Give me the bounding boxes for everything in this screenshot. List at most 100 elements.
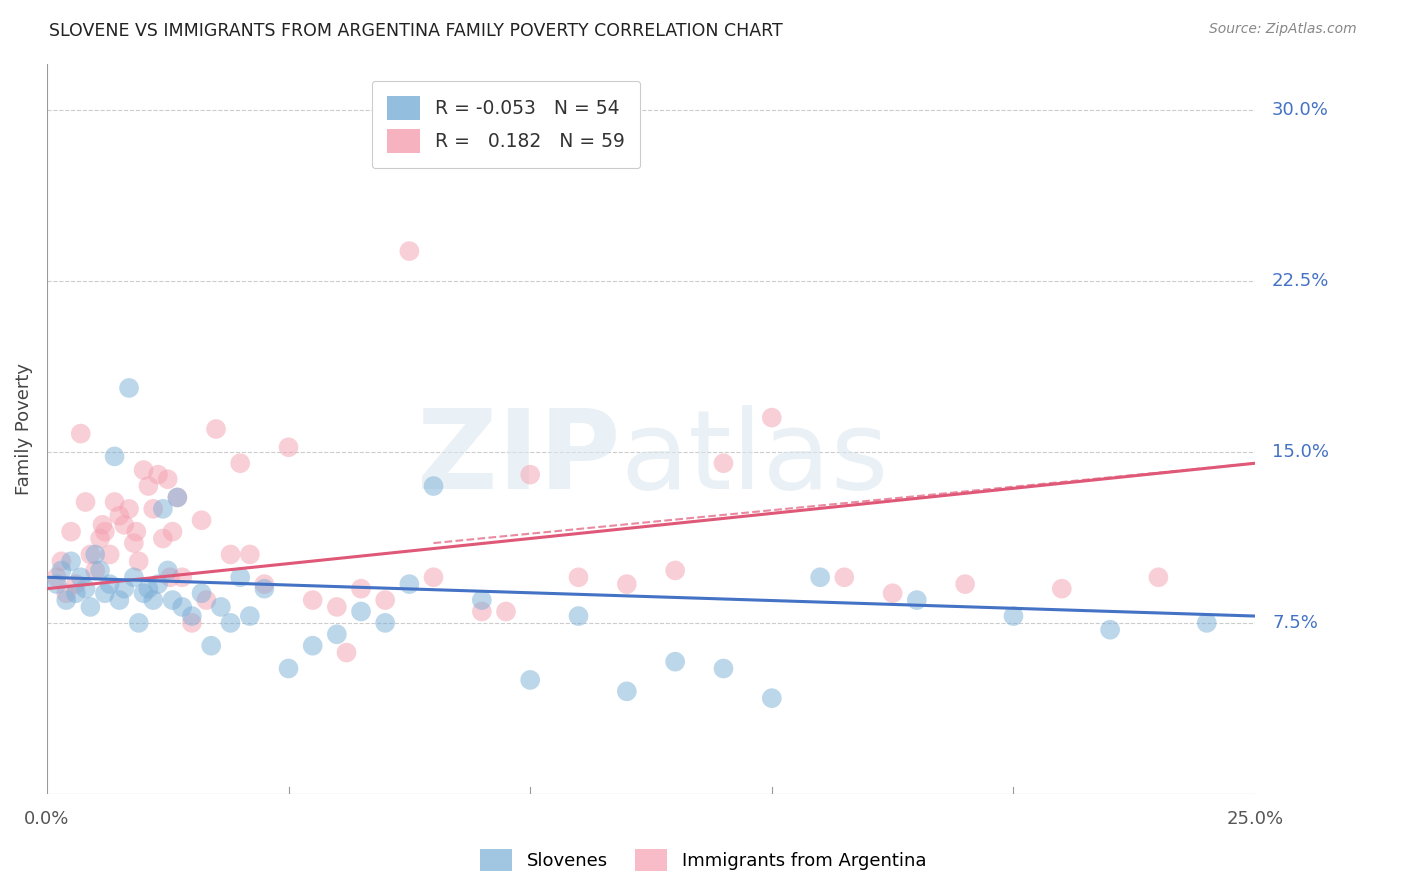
Point (398, 577, 420, 591)
Point (209, 599, 232, 614)
Point (51, 563, 73, 577)
Point (239, 609, 262, 624)
Point (60, 524, 83, 539)
Point (519, 673, 541, 687)
Point (761, 691, 783, 706)
Legend: R = -0.053   N = 54, R =   0.182   N = 59: R = -0.053 N = 54, R = 0.182 N = 59 (371, 81, 640, 169)
Point (142, 501, 165, 516)
Point (172, 570, 194, 584)
Point (253, 582, 276, 596)
Point (229, 456, 252, 470)
Point (142, 593, 165, 607)
Point (834, 570, 856, 584)
Text: 15.0%: 15.0% (1272, 442, 1329, 461)
Point (146, 467, 169, 482)
Point (159, 570, 181, 584)
Point (567, 570, 589, 584)
Point (65, 577, 87, 591)
Point (108, 508, 131, 523)
Point (75, 495, 97, 509)
Point (326, 627, 349, 641)
Point (65, 586, 87, 600)
Point (79, 548, 101, 562)
Point (122, 536, 145, 550)
Point (398, 244, 420, 259)
Point (713, 456, 735, 470)
Point (45, 570, 67, 584)
Point (98, 548, 121, 562)
Text: atlas: atlas (621, 405, 889, 512)
Point (200, 639, 222, 653)
Point (301, 593, 323, 607)
Point (1050, 582, 1073, 596)
Point (103, 450, 125, 464)
Point (374, 593, 396, 607)
Point (664, 563, 686, 577)
Point (190, 513, 212, 527)
Point (89, 563, 111, 577)
Text: ZIP: ZIP (418, 405, 621, 512)
Point (146, 577, 169, 591)
Y-axis label: Family Poverty: Family Poverty (15, 363, 32, 495)
Point (118, 381, 141, 395)
Point (471, 593, 494, 607)
Legend: Slovenes, Immigrants from Argentina: Slovenes, Immigrants from Argentina (472, 842, 934, 879)
Point (51, 554, 73, 568)
Point (1147, 570, 1170, 584)
Point (1002, 609, 1025, 624)
Text: 30.0%: 30.0% (1272, 101, 1329, 119)
Point (132, 463, 155, 477)
Text: 7.5%: 7.5% (1272, 614, 1317, 632)
Point (219, 548, 242, 562)
Point (239, 548, 262, 562)
Point (89, 532, 111, 546)
Point (180, 615, 202, 630)
Point (195, 593, 218, 607)
Point (219, 615, 242, 630)
Point (55, 593, 77, 607)
Point (118, 501, 141, 516)
Point (350, 582, 373, 596)
Point (374, 615, 396, 630)
Point (94, 586, 117, 600)
Point (664, 655, 686, 669)
Point (69, 426, 91, 441)
Text: Source: ZipAtlas.com: Source: ZipAtlas.com (1209, 22, 1357, 37)
Point (350, 605, 373, 619)
Point (1195, 615, 1218, 630)
Point (156, 472, 179, 486)
Point (166, 491, 188, 505)
Point (112, 582, 135, 596)
Point (277, 661, 299, 675)
Point (103, 495, 125, 509)
Text: SLOVENE VS IMMIGRANTS FROM ARGENTINA FAMILY POVERTY CORRELATION CHART: SLOVENE VS IMMIGRANTS FROM ARGENTINA FAM… (49, 22, 783, 40)
Point (75, 582, 97, 596)
Point (156, 563, 179, 577)
Point (616, 577, 638, 591)
Point (471, 605, 494, 619)
Point (98, 577, 121, 591)
Point (128, 615, 150, 630)
Point (79, 599, 101, 614)
Point (55, 586, 77, 600)
Point (84, 548, 107, 562)
Point (132, 586, 155, 600)
Point (162, 593, 184, 607)
Point (152, 501, 174, 516)
Point (162, 524, 184, 539)
Point (229, 570, 252, 584)
Point (138, 479, 160, 493)
Point (138, 582, 160, 596)
Point (422, 479, 444, 493)
Point (326, 599, 349, 614)
Point (905, 593, 928, 607)
Point (190, 586, 212, 600)
Point (713, 661, 735, 675)
Point (112, 517, 135, 532)
Point (172, 599, 194, 614)
Point (94, 524, 117, 539)
Point (761, 410, 783, 425)
Point (69, 570, 91, 584)
Point (567, 609, 589, 624)
Point (953, 577, 976, 591)
